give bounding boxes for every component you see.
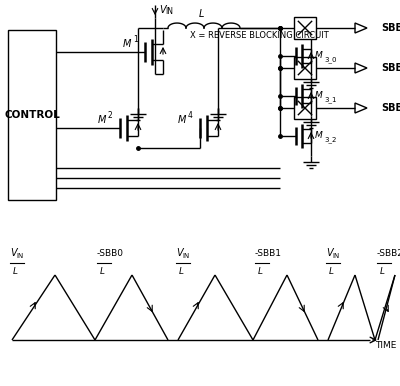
Text: TIME: TIME	[375, 342, 396, 350]
Text: M: M	[98, 115, 106, 125]
Text: V: V	[326, 248, 333, 258]
Text: X = REVERSE BLOCKING CIRCUIT: X = REVERSE BLOCKING CIRCUIT	[190, 30, 329, 39]
Text: L: L	[179, 266, 184, 276]
Text: L: L	[100, 266, 105, 276]
Text: L: L	[380, 266, 385, 276]
Polygon shape	[355, 63, 367, 73]
Text: M: M	[315, 91, 323, 100]
Text: SBB0: SBB0	[381, 23, 400, 33]
Bar	[294, 97, 316, 119]
Text: 3_2: 3_2	[324, 137, 336, 143]
Text: IN: IN	[16, 253, 23, 259]
Text: L: L	[13, 266, 18, 276]
Text: V: V	[10, 248, 17, 258]
Text: IN: IN	[182, 253, 189, 259]
Bar	[294, 17, 316, 39]
Text: -SBB1: -SBB1	[255, 249, 282, 257]
Bar	[8, 30, 56, 200]
Text: 4: 4	[188, 112, 193, 120]
Text: V: V	[159, 5, 166, 15]
Text: SBB1: SBB1	[381, 63, 400, 73]
Text: M: M	[315, 132, 323, 141]
Text: M: M	[123, 39, 131, 49]
Polygon shape	[355, 103, 367, 113]
Text: -SBB0: -SBB0	[97, 249, 124, 257]
Text: L: L	[198, 9, 204, 19]
Text: M: M	[178, 115, 186, 125]
Text: IN: IN	[165, 7, 173, 17]
Text: 2: 2	[108, 112, 113, 120]
Text: L: L	[329, 266, 334, 276]
Text: 3_1: 3_1	[324, 96, 336, 103]
Bar	[294, 57, 316, 79]
Text: 1: 1	[133, 36, 138, 44]
Polygon shape	[355, 23, 367, 33]
Text: L: L	[258, 266, 263, 276]
Text: 3_0: 3_0	[324, 57, 336, 63]
Text: M: M	[315, 51, 323, 61]
Text: -SBB2: -SBB2	[377, 249, 400, 257]
Text: CONTROL: CONTROL	[4, 110, 60, 120]
Text: SBB2: SBB2	[381, 103, 400, 113]
Text: IN: IN	[332, 253, 339, 259]
Text: V: V	[176, 248, 183, 258]
